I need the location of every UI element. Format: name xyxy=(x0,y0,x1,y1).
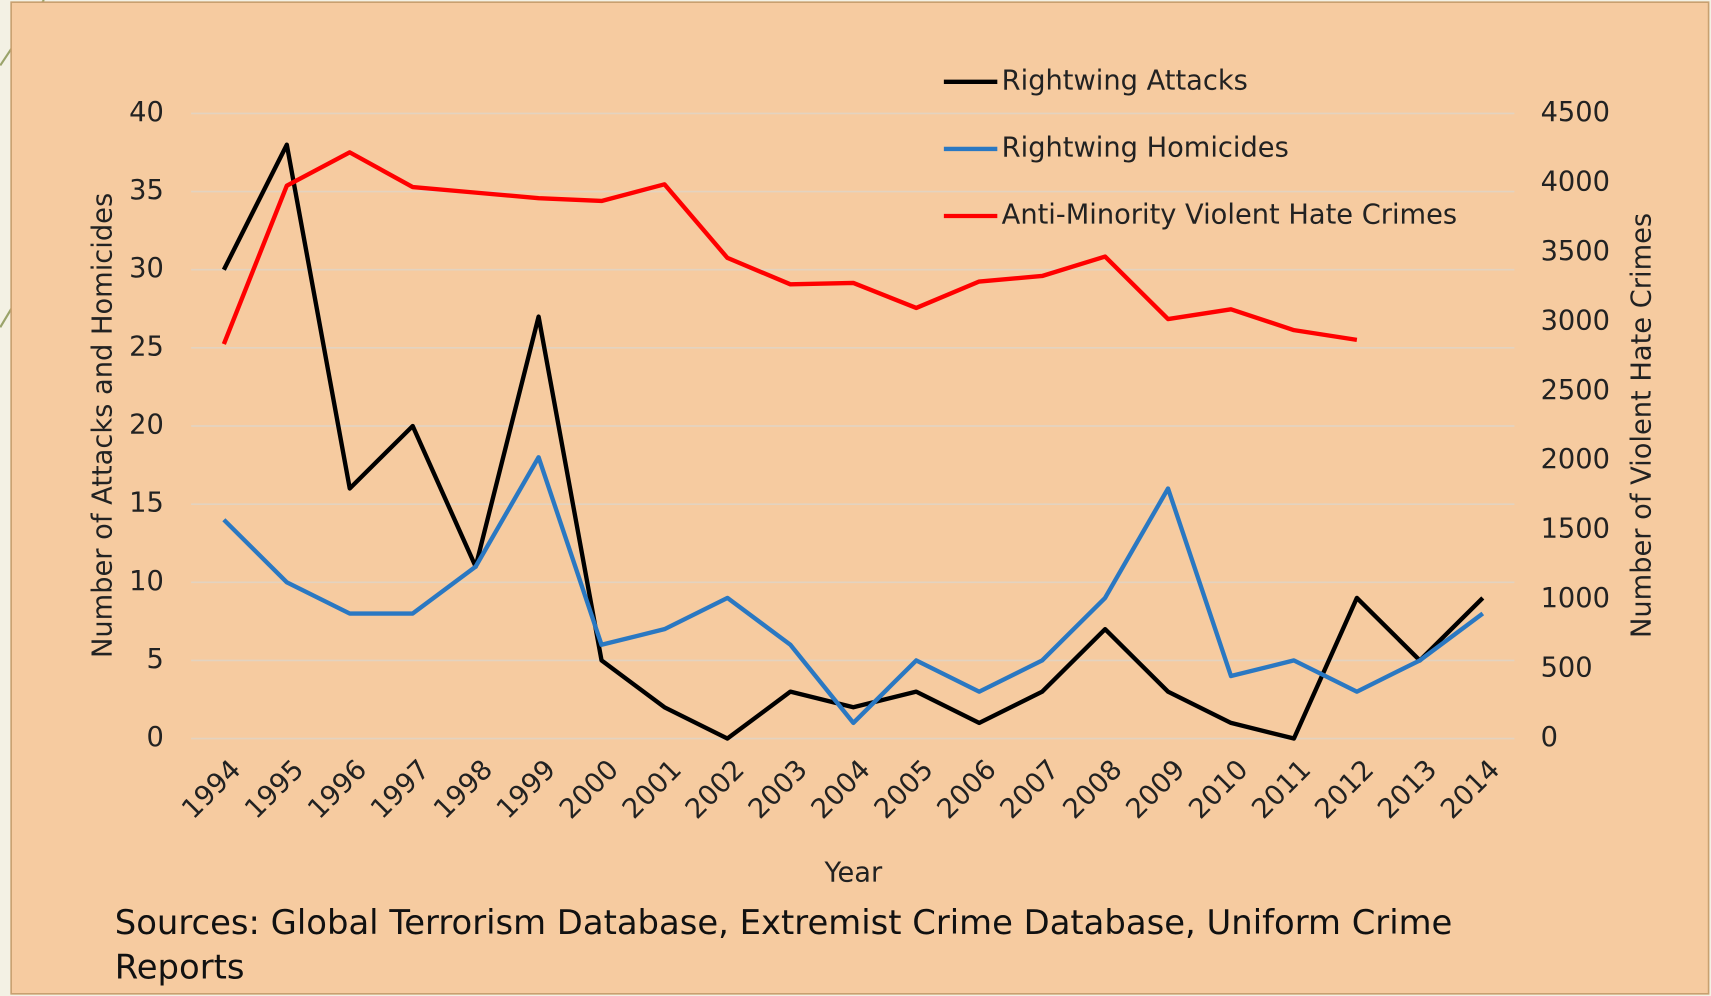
y2-tick-label: 0 xyxy=(1541,722,1558,753)
y-tick-label: 40 xyxy=(129,97,164,128)
y2-tick-label: 2000 xyxy=(1541,444,1610,475)
y-tick-label: 0 xyxy=(147,722,164,753)
y-tick-label: 20 xyxy=(129,409,164,440)
y-tick-label: 5 xyxy=(147,644,164,675)
y2-tick-label: 3500 xyxy=(1541,236,1610,267)
legend-label: Rightwing Attacks xyxy=(1002,65,1248,96)
y-tick-label: 30 xyxy=(129,253,164,284)
y2-tick-label: 1000 xyxy=(1541,583,1610,614)
y-tick-label: 10 xyxy=(129,566,164,597)
series-line xyxy=(222,455,1485,726)
y2-tick-label: 4000 xyxy=(1541,166,1610,197)
legend-label: Rightwing Homicides xyxy=(1002,132,1289,163)
y-tick-label: 15 xyxy=(129,488,164,519)
y-tick-label: 35 xyxy=(129,175,164,206)
y2-tick-label: 3000 xyxy=(1541,305,1610,336)
note-box: Sources: Global Terrorism Database, Extr… xyxy=(114,903,1453,988)
y2-tick-label: 4500 xyxy=(1541,97,1610,128)
x-axis-label: Year xyxy=(823,857,883,888)
y2-tick-label: 500 xyxy=(1541,653,1593,684)
chart-panel xyxy=(10,1,1710,995)
legend-label: Anti-Minority Violent Hate Crimes xyxy=(1002,199,1457,230)
note: Sources: Global Terrorism Database, Extr… xyxy=(114,903,1453,988)
y2-tick-label: 1500 xyxy=(1541,514,1610,545)
y2-axis-label: Number of Violent Hate Crimes xyxy=(1627,213,1658,638)
y2-tick-label: 2500 xyxy=(1541,375,1610,406)
series-line xyxy=(221,142,1485,741)
y-tick-label: 25 xyxy=(129,331,164,362)
series-line xyxy=(221,150,1358,345)
y-axis-label: Number of Attacks and Homicides xyxy=(87,193,118,658)
